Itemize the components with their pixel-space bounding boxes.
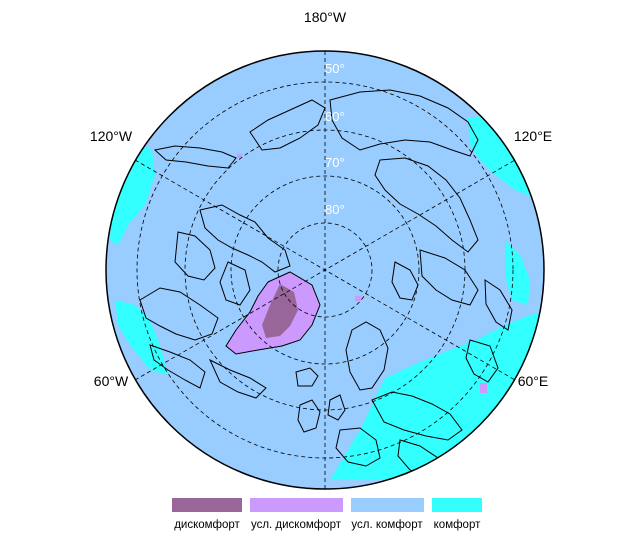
map-content bbox=[110, 51, 544, 489]
comfort-region-east-asia bbox=[468, 115, 540, 200]
legend-label-cond-comfort: усл. комфорт bbox=[351, 519, 423, 531]
conditional-discomfort-patch bbox=[480, 383, 487, 393]
comfort-region-north-america bbox=[115, 300, 168, 375]
legend-item-comfort bbox=[432, 498, 482, 512]
legend-swatch-cond-comfort bbox=[351, 498, 424, 512]
legend-label-discomfort: дискомфорт bbox=[174, 519, 240, 531]
map-border bbox=[105, 50, 545, 490]
comfort-region-pacific-coast bbox=[110, 145, 155, 245]
lon-label-120e: 120°E bbox=[514, 128, 552, 144]
legend-swatch-discomfort bbox=[172, 498, 242, 512]
legend-item-cond-comfort bbox=[351, 498, 424, 512]
legend: дискомфорт усл. дискомфорт усл. комфорт … bbox=[0, 498, 625, 538]
comfort-region-asia-coast bbox=[505, 240, 530, 305]
legend-item-cond-discomfort bbox=[250, 498, 343, 512]
legend-label-comfort: комфорт bbox=[433, 519, 481, 531]
coastlines bbox=[139, 89, 513, 479]
legend-label-cond-discomfort: усл. дискомфорт bbox=[250, 519, 342, 531]
conditional-discomfort-patch bbox=[355, 296, 361, 301]
discomfort-greenland-core bbox=[262, 284, 298, 338]
legend-swatch-comfort bbox=[432, 498, 482, 512]
legend-item-discomfort bbox=[172, 498, 242, 512]
lat-label-50: 50° bbox=[325, 61, 345, 76]
graticule bbox=[134, 51, 516, 489]
lon-label-120w: 120°W bbox=[90, 128, 133, 144]
lon-label-180w: 180°W bbox=[304, 9, 347, 25]
conditional-discomfort-patch bbox=[237, 154, 242, 158]
lon-label-60w: 60°W bbox=[94, 373, 129, 389]
lat-label-70: 70° bbox=[325, 155, 345, 170]
lon-label-60e: 60°E bbox=[518, 373, 549, 389]
lat-label-60: 60° bbox=[325, 109, 345, 124]
legend-swatch-cond-discomfort bbox=[250, 498, 343, 512]
lat-label-80: 80° bbox=[325, 202, 345, 217]
